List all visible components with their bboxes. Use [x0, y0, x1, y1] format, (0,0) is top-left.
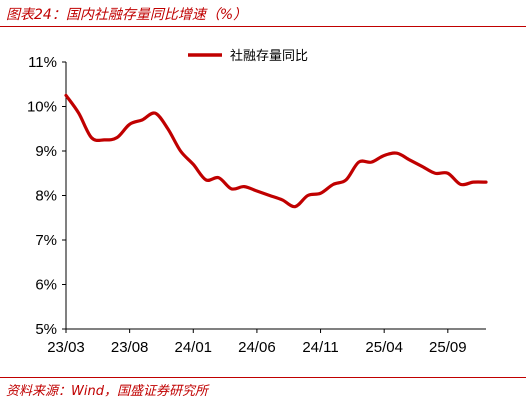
title-rule — [0, 26, 526, 27]
series-line — [64, 93, 488, 209]
x-tick-label: 25/09 — [429, 339, 467, 356]
y-tick-label: 10% — [27, 99, 57, 116]
source-rule — [0, 377, 526, 378]
y-tick-label: 6% — [35, 277, 57, 294]
source-note: 资料来源：Wind，国盛证券研究所 — [6, 384, 208, 399]
x-tick-label: 25/04 — [365, 339, 403, 356]
chart-legend: 社融存量同比 — [188, 48, 308, 64]
y-tick-label: 11% — [28, 54, 57, 71]
x-tick-label: 24/01 — [174, 339, 212, 356]
x-tick-label: 23/03 — [47, 339, 85, 356]
x-tick-label: 24/11 — [302, 339, 338, 356]
chart-axes: 5% 6% 7% 8% 9% 10% 11% 23/03 23/08 24/01 24/06 24/1… — [27, 54, 486, 356]
y-tick-label: 7% — [35, 232, 57, 249]
legend-label: 社融存量同比 — [230, 48, 308, 64]
x-tick-label: 23/08 — [111, 339, 149, 356]
y-tick-label: 9% — [35, 143, 57, 160]
figure-title: 图表24：国内社融存量同比增速（%） — [6, 7, 248, 23]
chart-plot — [64, 93, 488, 209]
y-tick-label: 5% — [35, 321, 57, 338]
y-tick-label: 8% — [35, 188, 57, 205]
x-tick-label: 24/06 — [238, 339, 276, 356]
